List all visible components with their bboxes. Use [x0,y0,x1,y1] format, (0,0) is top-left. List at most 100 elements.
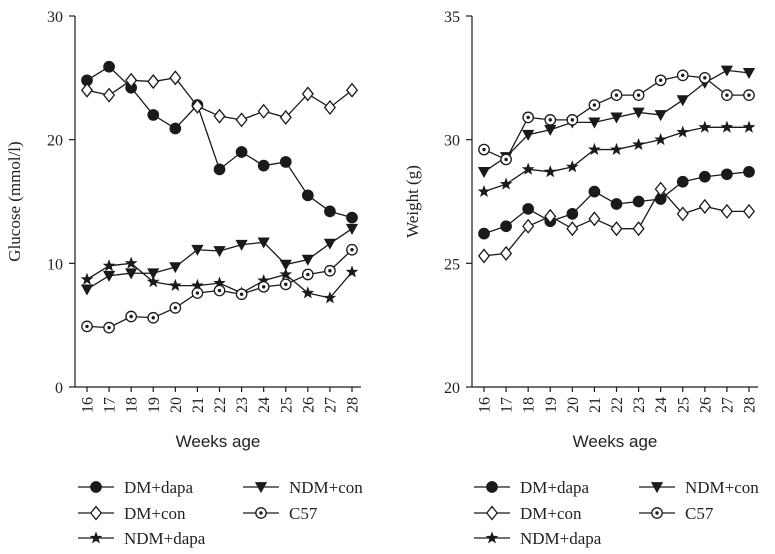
data-point [103,87,116,103]
data-point [169,262,182,274]
data-point [235,288,248,301]
legend-marker [89,531,103,544]
legend-label: DM+dapa [124,478,194,497]
data-point [632,89,645,101]
legend-marker [89,505,103,521]
data-point [654,110,667,122]
data-point [588,117,601,129]
data-point [103,321,115,334]
data-point [610,112,623,124]
data-point [147,74,160,90]
data-point [279,259,292,271]
data-point [235,146,248,158]
x-tick-label: 23 [234,397,251,413]
legend-item-c57: C57 [243,504,318,523]
series-dm-con [80,70,359,128]
y-tick-label: 20 [444,380,460,397]
legend-marker [485,531,499,544]
data-point [102,270,116,282]
legend-item-ndm-con: NDM+con [243,478,363,497]
data-point [345,82,359,98]
data-point [346,211,358,224]
data-point [323,99,336,116]
data-point [742,120,756,133]
legend-item-dm-con: DM+con [78,504,186,523]
series-ndm-con [477,65,756,178]
data-point [80,272,94,285]
data-point [610,89,623,101]
data-point [124,256,138,269]
data-point [235,112,248,128]
data-point [213,163,226,176]
data-point [499,177,513,190]
data-point [566,114,579,126]
data-point [345,223,359,235]
data-point [676,69,689,82]
y-axis-title: Weight (g) [403,165,422,238]
legend-label: NDM+con [685,478,759,497]
data-point [522,203,535,215]
data-point [698,120,712,133]
data-point [169,302,182,314]
data-point [698,170,711,183]
data-point [676,95,689,107]
data-point [610,198,623,210]
data-point [346,243,358,256]
data-point [213,284,226,297]
legend-marker [485,505,499,521]
data-point [125,72,138,88]
data-point [566,221,579,237]
data-point [191,287,204,299]
legend-item-ndm-con: NDM+con [639,478,759,497]
data-point [169,122,182,135]
data-point [213,246,226,258]
legend-marker [90,481,102,493]
data-point [147,311,160,324]
data-point [588,211,601,227]
x-tick-label: 23 [631,397,648,413]
data-point [676,125,690,138]
data-point [191,244,204,256]
data-point [345,265,359,278]
data-point [478,227,490,240]
data-point [301,254,314,266]
series-ndm-con [80,223,359,296]
data-point [301,268,314,281]
data-point [522,218,535,234]
y-tick-label: 30 [47,9,63,26]
y-tick-label: 10 [47,256,63,273]
data-point [235,239,248,251]
data-point [610,221,623,237]
x-tick-label: 27 [719,397,736,413]
data-point [698,71,711,84]
legend-marker [255,507,267,519]
data-point [654,181,667,197]
x-tick-label: 26 [300,397,317,413]
weight-legend: DM+dapa DM+con NDM+dapa NDM+con C57 [474,478,759,548]
series-c57 [478,69,755,166]
data-point [257,237,270,249]
y-tick-label: 30 [444,133,460,150]
data-point [477,248,491,264]
data-point [102,259,116,272]
data-point [632,107,645,119]
x-tick-label: 16 [80,397,97,413]
data-point [324,205,336,218]
data-point [301,86,314,102]
y-tick-label: 35 [444,9,460,26]
data-point [521,162,535,175]
data-point [743,165,755,178]
data-point [632,195,645,208]
data-point [500,245,513,261]
data-point [478,143,490,156]
x-tick-label: 18 [124,397,141,413]
data-point [191,98,204,114]
x-tick-label: 21 [190,397,207,413]
legend-marker [650,482,664,494]
legend-item-c57: C57 [639,504,714,523]
x-tick-label: 22 [609,397,626,413]
data-point [146,275,160,288]
x-tick-label: 25 [675,397,692,413]
series-ndm-dapa [477,120,756,198]
legend-item-dm-con: DM+con [474,504,582,523]
